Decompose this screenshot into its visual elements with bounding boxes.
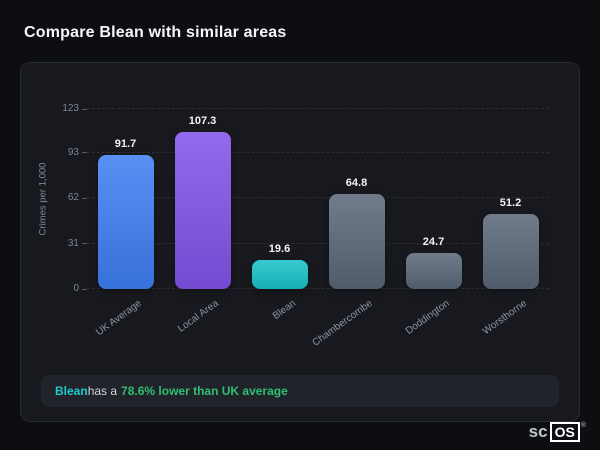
bar-group: 64.8 [318, 109, 395, 289]
bar-value-label: 24.7 [422, 235, 445, 248]
x-axis-label: Chambercombe [310, 298, 375, 349]
bar-value-label: 107.3 [188, 114, 217, 127]
summary-area-name: Blean [55, 384, 88, 398]
gridline [87, 242, 549, 244]
bar[interactable] [251, 260, 308, 289]
summary-middle-text: has a [87, 384, 118, 398]
bars-row: 91.7 107.3 19.6 64.8 24.7 51.2 [87, 109, 549, 289]
y-axis-title: Crimes per 1,000 [37, 162, 49, 236]
gridline [87, 197, 549, 199]
bar-value-label: 51.2 [499, 197, 522, 210]
bar-group: 51.2 [472, 109, 549, 289]
brand-logo-boxed: OS [549, 422, 580, 442]
tick-mark [82, 108, 87, 110]
plot-area: 91.7 107.3 19.6 64.8 24.7 51.2 [87, 108, 549, 289]
tick-mark [82, 197, 87, 199]
bar-chart: Crimes per 1,000 0 31 62 93 123 91.7 107.3 19.… [35, 103, 549, 349]
y-axis-title-wrap: Crimes per 1,000 [35, 109, 51, 289]
plot-column: 91.7 107.3 19.6 64.8 24.7 51.2 UK Average Loca… [87, 108, 549, 349]
gridline [87, 151, 549, 153]
bar-group: 107.3 [164, 109, 241, 289]
y-tick-label: 31 [68, 238, 87, 250]
bar-group: 24.7 [395, 109, 472, 289]
brand-logo: sc OS ® [529, 422, 586, 442]
x-axis-labels: UK Average Local Area Blean Chambercombe Dod… [87, 289, 549, 349]
bar-value-label: 64.8 [345, 177, 368, 190]
page-title: Compare Blean with similar areas [24, 24, 287, 41]
gridlines [87, 108, 549, 289]
tick-mark [82, 243, 87, 245]
summary-highlight-text: 78.6% lower than UK average [121, 384, 288, 398]
summary-note: Blean has a 78.6% lower than UK average [41, 375, 559, 407]
x-label-slot: Chambercombe [311, 289, 395, 349]
bar-group: 19.6 [241, 109, 318, 289]
gridline [87, 108, 549, 109]
bar[interactable] [328, 194, 385, 289]
bar[interactable] [482, 214, 539, 289]
x-axis-label: Worsthorne [480, 298, 529, 338]
y-axis-ticks: 0 31 62 93 123 [51, 103, 87, 294]
bar-value-label: 19.6 [268, 243, 291, 256]
y-tick-label: 123 [62, 103, 87, 115]
x-label-slot: Local Area [164, 289, 241, 347]
bar[interactable] [97, 154, 154, 289]
x-label-slot: Blean [241, 289, 318, 347]
x-label-slot: Doddington [395, 289, 472, 347]
bar-group: 91.7 [87, 109, 164, 289]
bar[interactable] [405, 252, 462, 289]
bar[interactable] [174, 131, 231, 289]
brand-logo-prefix: sc [528, 422, 548, 441]
x-axis-label: Local Area [176, 298, 221, 335]
gridline [87, 288, 549, 289]
y-tick-label: 62 [68, 192, 87, 204]
x-label-slot: Worsthorne [472, 289, 549, 347]
x-label-slot: UK Average [87, 289, 164, 347]
x-axis-label: UK Average [94, 298, 144, 339]
x-axis-label: Blean [270, 298, 298, 322]
y-tick-label: 93 [68, 147, 87, 159]
x-axis-label: Doddington [404, 298, 452, 337]
tick-mark [82, 152, 87, 154]
tick-mark [82, 288, 87, 290]
chart-card: Crimes per 1,000 0 31 62 93 123 91.7 107.3 19.… [20, 62, 580, 422]
bar-value-label: 91.7 [114, 137, 137, 150]
registered-mark: ® [580, 422, 586, 429]
y-tick-label: 0 [73, 283, 87, 295]
